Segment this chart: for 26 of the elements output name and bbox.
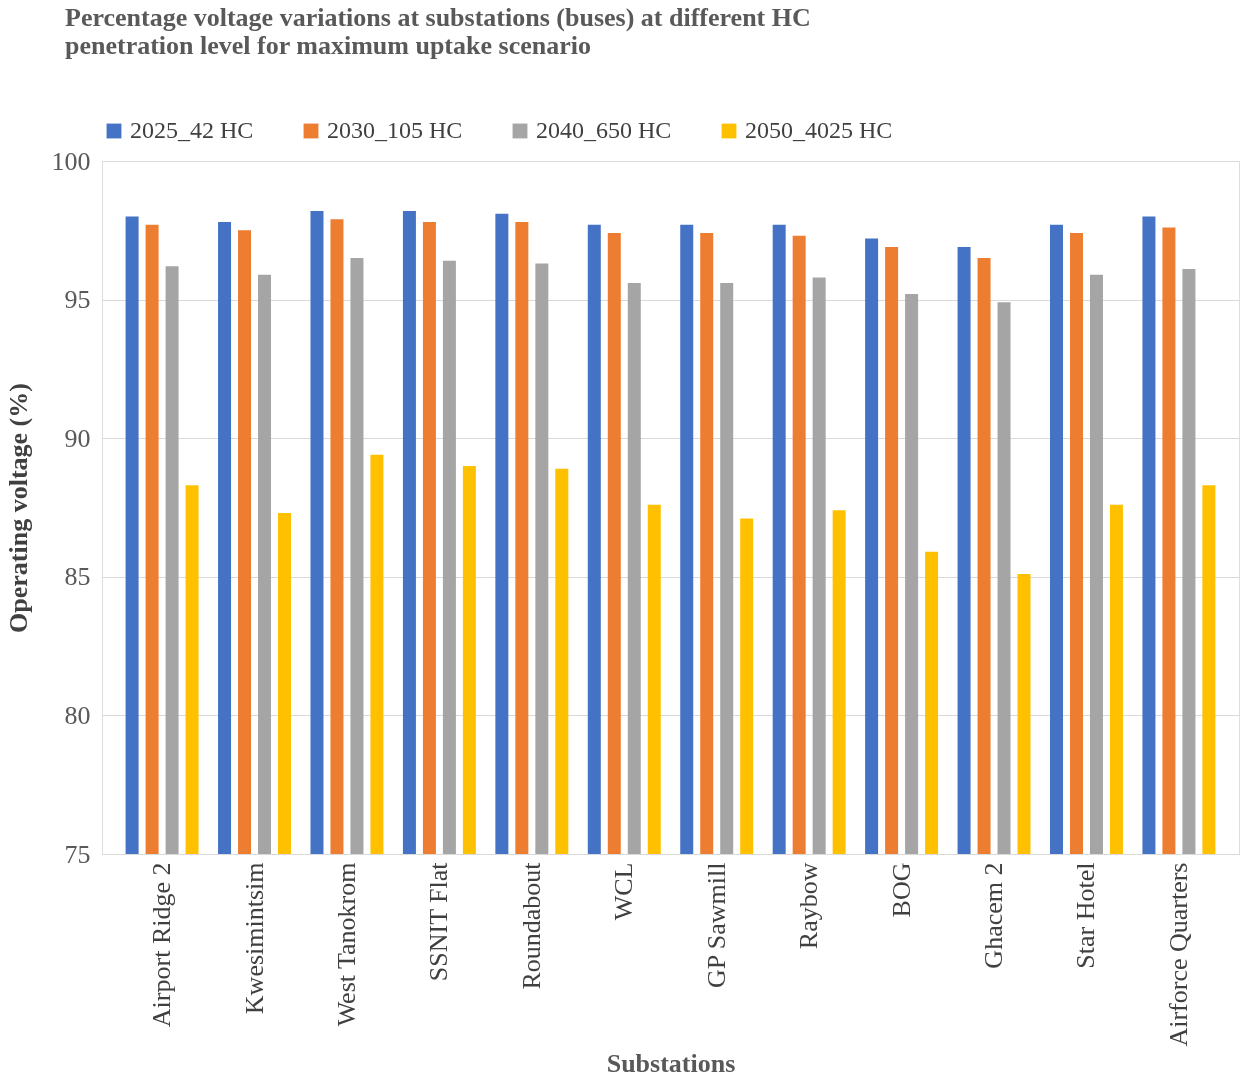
legend-label: 2030_105 HC	[327, 117, 463, 143]
text: penetration level for maximum uptake scenario	[65, 31, 591, 60]
x-tick-label: Raybow	[794, 862, 824, 950]
text: Percentage voltage variations at substations (buses) at different HC	[65, 3, 811, 32]
x-tick-label: SSNIT Flat	[424, 861, 454, 982]
x-tick-label: Star Hotel	[1071, 862, 1101, 969]
legend-label: 2050_4025 HC	[745, 117, 893, 143]
legend-label: 2040_650 HC	[536, 117, 672, 143]
x-tick-label: Airport Ridge 2	[147, 862, 177, 1028]
x-tick-label: Ghacem 2	[979, 862, 1009, 969]
x-tick-label: GP Sawmill	[701, 862, 731, 988]
x-axis-title: Substations	[606, 1048, 736, 1078]
x-tick-label: WCL	[609, 862, 639, 921]
y-tick-label: 75	[64, 839, 91, 869]
x-tick-label: Kwesimintsim	[239, 862, 269, 1015]
y-axis-title: Operating voltage (%)	[3, 383, 33, 633]
x-tick-label: BOG	[886, 862, 916, 918]
x-tick-label: West Tanokrom	[331, 862, 361, 1027]
y-tick-label: 85	[64, 562, 91, 592]
x-tick-label: Roundabout	[516, 861, 546, 990]
y-tick-label: 80	[64, 700, 91, 730]
y-tick-label: 90	[64, 423, 91, 453]
legend-label: 2025_42 HC	[130, 117, 254, 143]
x-tick-label: Airforce Quarters	[1163, 862, 1193, 1047]
y-tick-label: 100	[51, 146, 91, 176]
y-tick-label: 95	[64, 285, 91, 315]
